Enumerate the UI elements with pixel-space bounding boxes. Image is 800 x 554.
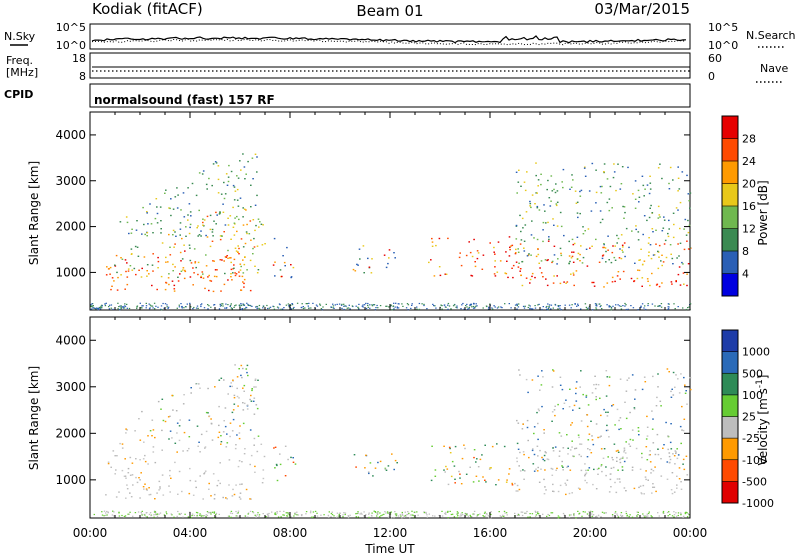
velocity-scatter-region-2 (273, 445, 297, 482)
power-colorbar-swatch-3 (722, 206, 738, 229)
power-scatter-region-7 (515, 162, 692, 265)
cpid-value: normalsound (fast) 157 RF (94, 93, 275, 107)
velocity-colorbar-label-5: -100 (742, 454, 767, 467)
xtick-label-4: 16:00 (473, 526, 508, 540)
power-ytick-label-1: 2000 (55, 220, 86, 234)
power-colorbar-label-0: 28 (742, 133, 756, 146)
velocity-panel: 1000 2000 3000 4000 (55, 316, 692, 519)
velocity-ytick-label-2: 3000 (55, 380, 86, 394)
velocity-colorbar-label-1: 500 (742, 367, 763, 380)
velocity-colorbar-label-7: -1000 (742, 497, 774, 510)
velocity-colorbar-swatch-5 (722, 373, 738, 396)
velocity-label-close: ] (756, 375, 770, 380)
power-colorbar-label-6: 4 (742, 268, 749, 281)
velocity-colorbar-swatch-7 (722, 330, 738, 352)
velocity-ytick-label-3: 4000 (55, 333, 86, 347)
nsky-trace (91, 35, 687, 44)
velocity-colorbar-label-2: 100 (742, 389, 763, 402)
velocity-scatter-region-1 (125, 364, 260, 444)
nsearch-label: N.Search (746, 29, 796, 42)
velocity-scatter-region-6 (516, 368, 692, 472)
power-scatter-region-2 (119, 153, 261, 237)
power-scatter-region-3 (272, 237, 295, 279)
power-ylabel: Slant Range [km] (27, 161, 41, 265)
nsearch-tick-top: 10^5 (708, 21, 738, 34)
nsky-strip-frame (89, 23, 691, 50)
nsearch-trace (91, 38, 687, 46)
nave-label: Nave (760, 62, 788, 75)
power-colorbar-swatch-1 (722, 251, 738, 274)
velocity-label-text: Velocity [m s (756, 388, 770, 465)
power-colorbar-swatch-6 (722, 138, 738, 162)
power-ytick-label-2: 3000 (55, 174, 86, 188)
velocity-scatter-region-3 (353, 453, 398, 477)
beam-title: Beam 01 (356, 2, 423, 20)
power-colorbar-label-1: 24 (742, 155, 756, 168)
xtick-label-0: 00:00 (73, 526, 108, 540)
station-title: Kodiak (fitACF) (92, 0, 203, 18)
power-colorbar-label-5: 8 (742, 245, 749, 258)
power-colorbar-swatch-0 (722, 273, 738, 297)
power-scatter-region-5 (428, 236, 517, 279)
power-colorbar-swatch-5 (722, 161, 738, 184)
xtick-label-6: 00:00 (673, 526, 708, 540)
cpid-label: CPID (4, 88, 33, 101)
freq-unit-label: [MHz] (6, 66, 38, 79)
freq-tick-bottom: 8 (79, 70, 86, 83)
nsky-tick-top: 10^5 (56, 21, 86, 34)
nave-tick-bottom: 0 (708, 70, 715, 83)
velocity-label-exp: -1 (755, 379, 765, 388)
xtick-label-2: 08:00 (273, 526, 308, 540)
xtick-label-3: 12:00 (373, 526, 408, 540)
velocity-ylabel: Slant Range [km] (27, 366, 41, 470)
velocity-colorbar-swatch-6 (722, 351, 738, 374)
power-ytick-label-3: 4000 (55, 128, 86, 142)
nsky-label: N.Sky (4, 30, 36, 43)
power-colorbar-swatch-2 (722, 228, 738, 252)
power-panel: 1000 2000 3000 4000 (55, 111, 692, 311)
time-xlabel: Time UT (364, 542, 415, 554)
velocity-scatter-region-5 (515, 447, 689, 496)
velocity-ytick-label-1: 2000 (55, 426, 86, 440)
velocity-ytick-label-0: 1000 (55, 473, 86, 487)
date-title: 03/Mar/2015 (594, 0, 690, 18)
velocity-plot-frame (89, 316, 691, 519)
time-axis: 00:00 04:00 08:00 12:00 16:00 20:00 00:00 (73, 526, 708, 540)
velocity-scatter-region-0 (105, 442, 266, 500)
freq-tick-top: 18 (72, 52, 86, 65)
cpid-strip-frame (89, 83, 691, 108)
freq-strip-frame (89, 52, 691, 79)
power-colorbar-label-3: 16 (742, 200, 756, 213)
velocity-colorbar-label-3: 25 (742, 411, 756, 424)
velocity-colorbar-swatch-4 (722, 394, 738, 417)
nave-tick-top: 60 (708, 52, 722, 65)
velocity-colorbar-label: Velocity [m s-1] (755, 375, 770, 466)
velocity-scatter-region-4 (430, 443, 516, 486)
nsky-tick-bottom: 10^0 (56, 39, 86, 52)
power-colorbar-swatch-4 (722, 183, 738, 207)
power-scatter-region-4 (352, 245, 396, 274)
power-colorbar: 28 24 20 16 12 8 4 (721, 115, 756, 297)
freq-label: Freq. (6, 54, 33, 67)
velocity-colorbar-swatch-3 (722, 416, 738, 439)
xtick-label-5: 20:00 (573, 526, 608, 540)
power-colorbar-label-4: 12 (742, 223, 756, 236)
nsearch-tick-bottom: 10^0 (708, 39, 738, 52)
velocity-colorbar: 1000 500 100 25 -25 -100 -500 -1000 (721, 329, 774, 510)
xtick-label-1: 04:00 (173, 526, 208, 540)
power-colorbar-swatch-7 (722, 116, 738, 139)
power-ytick-label-0: 1000 (55, 265, 86, 279)
velocity-colorbar-swatch-2 (722, 438, 738, 460)
velocity-colorbar-swatch-1 (722, 459, 738, 482)
power-colorbar-label-2: 20 (742, 178, 756, 191)
power-near-range-echoes (90, 302, 692, 311)
velocity-colorbar-swatch-0 (722, 481, 738, 504)
power-colorbar-label: Power [dB] (756, 180, 770, 245)
power-scatter-region-6 (515, 240, 692, 288)
velocity-colorbar-label-6: -500 (742, 475, 767, 488)
velocity-colorbar-label-0: 1000 (742, 346, 770, 359)
velocity-colorbar-label-4: -25 (742, 432, 760, 445)
